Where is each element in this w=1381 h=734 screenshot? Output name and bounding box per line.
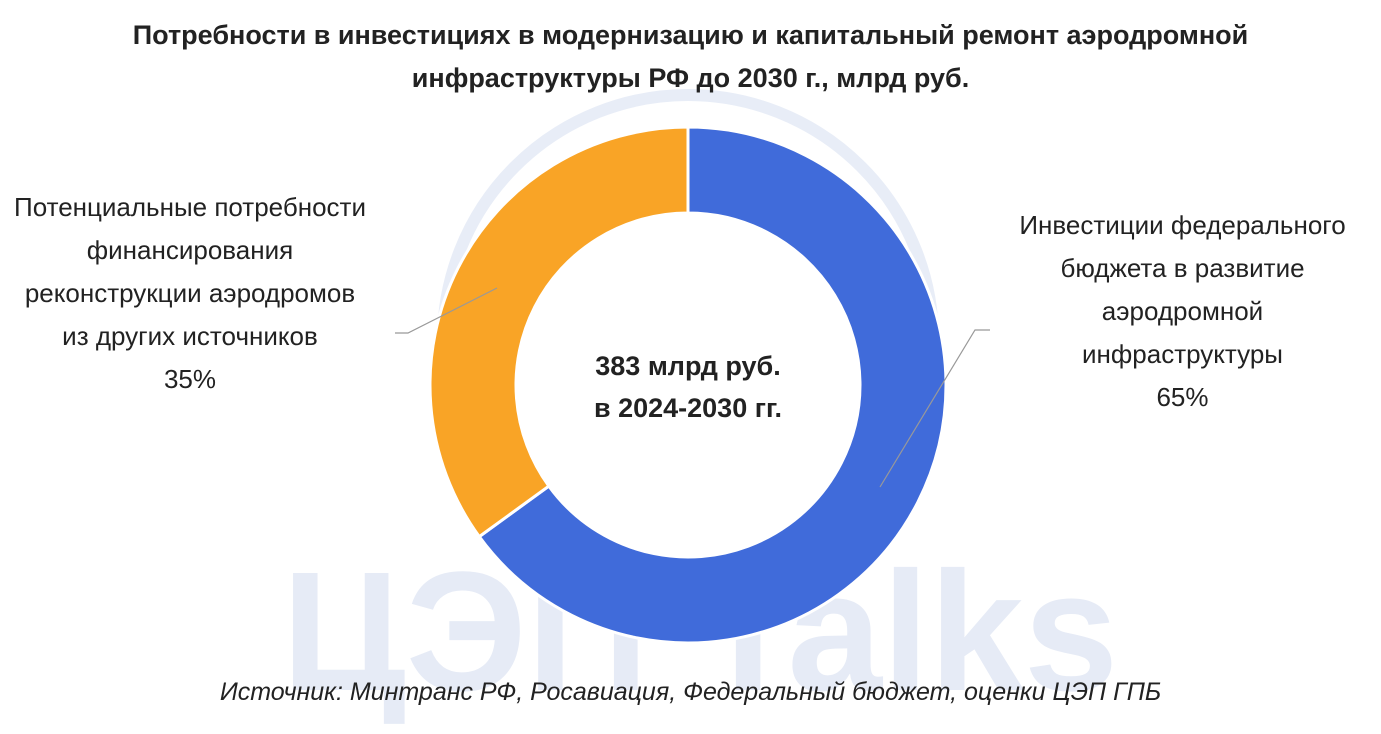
- center-text: 383 млрд руб. в 2024-2030 гг.: [538, 345, 838, 429]
- center-line: в 2024-2030 гг.: [593, 393, 782, 423]
- category-label: Потенциальные потребности финансирования…: [14, 192, 366, 351]
- donut-slice: [477, 125, 948, 645]
- donut-slice: [428, 125, 690, 539]
- value-label: 35%: [163, 364, 217, 394]
- center-line: 383 млрд руб.: [595, 351, 781, 381]
- source: Источник: Минтранс РФ, Росавиация, Федер…: [219, 678, 1162, 706]
- chart-title: Потребности в инвестициях в модернизацию…: [132, 20, 1249, 93]
- leader-line: [879, 329, 990, 488]
- slice-label: Инвестиции федерального бюджета в развит…: [1000, 204, 1365, 419]
- category-label: Инвестиции федерального бюджета в развит…: [1019, 210, 1346, 369]
- value-label: 65%: [1156, 382, 1209, 412]
- leader-line: [395, 287, 498, 334]
- slice-label: Потенциальные потребности финансирования…: [10, 186, 370, 401]
